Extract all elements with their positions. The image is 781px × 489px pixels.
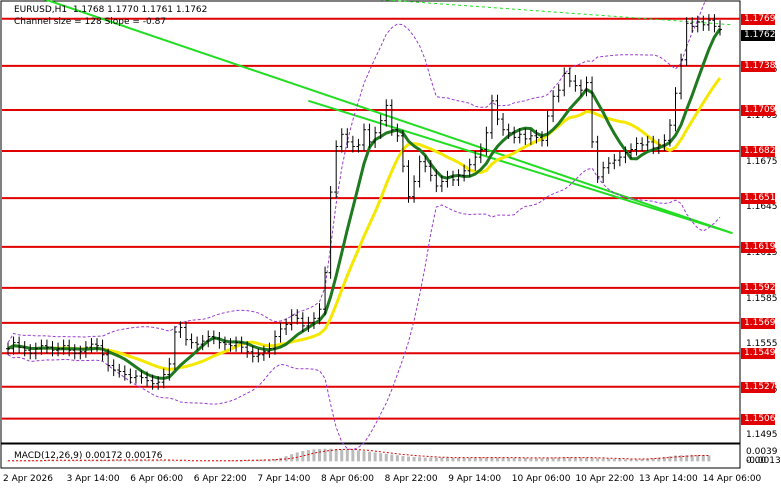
time-label: 9 Apr 14:00 xyxy=(448,474,502,484)
upper-band xyxy=(7,0,707,343)
time-label: 10 Apr 22:00 xyxy=(575,474,635,484)
time-label: 6 Apr 06:00 xyxy=(130,474,184,484)
time-label: 7 Apr 14:00 xyxy=(257,474,311,484)
price-level-tag: 1.1762 xyxy=(741,30,776,41)
price-level-tag: 1.1619 xyxy=(741,241,776,253)
price-tick-label: 1.1705 xyxy=(746,111,778,122)
time-label: 8 Apr 22:00 xyxy=(384,474,438,484)
lower-band xyxy=(7,167,721,451)
price-level-tag: 1.1709 xyxy=(741,104,776,116)
price-tick-label: 1.1495 xyxy=(746,430,778,441)
macd-label: MACD(12,26,9) 0.00172 0.00176 xyxy=(14,451,163,461)
symbol-info: EURUSD,H1 1.1768 1.1770 1.1761 1.1762 xyxy=(14,5,208,15)
time-label: 8 Apr 06:00 xyxy=(321,474,374,484)
macd-tick-label: 0.00 xyxy=(746,456,767,467)
time-label: 2 Apr 2026 xyxy=(3,474,53,484)
channel-line-0 xyxy=(43,0,733,235)
macd-tick-label: -0.00135 xyxy=(746,456,781,466)
price-tick-label: 1.1585 xyxy=(746,293,778,304)
ma-fast-line xyxy=(7,28,722,380)
macd-signal-line xyxy=(8,448,709,462)
price-level-tag: 1.1738 xyxy=(741,60,776,72)
main-pane-border xyxy=(0,0,741,444)
channel-line-1 xyxy=(308,99,733,235)
time-label: 13 Apr 14:00 xyxy=(639,474,698,484)
price-level-tag: 1.1506 xyxy=(741,413,776,425)
price-tick-label: 1.1645 xyxy=(746,202,778,213)
channel-line-2 xyxy=(379,0,733,26)
price-level-tag: 1.1569 xyxy=(741,317,776,329)
price-level-tag: 1.1549 xyxy=(741,348,776,360)
price-tick-label: 1.1555 xyxy=(746,339,778,350)
time-label: 3 Apr 14:00 xyxy=(66,474,120,484)
price-tick-label: 1.1675 xyxy=(746,156,778,167)
time-label: 10 Apr 06:00 xyxy=(511,474,571,484)
channel-info: Channel size = 128 Slope = -0.87 xyxy=(14,17,167,27)
price-tick-label: 1.1615 xyxy=(746,247,778,258)
macd-pane-border xyxy=(0,443,741,469)
macd-tick-label: 0.0039 xyxy=(746,447,778,457)
price-level-tag: 1.1592 xyxy=(741,282,776,294)
ma-slow-line xyxy=(7,77,722,372)
price-level-tag: 1.1527 xyxy=(741,381,776,393)
price-level-tag: 1.1769 xyxy=(741,13,776,25)
price-level-tag: 1.1651 xyxy=(741,193,776,205)
time-label: 6 Apr 22:00 xyxy=(193,474,247,484)
price-level-tag: 1.1682 xyxy=(741,146,776,158)
time-label: 14 Apr 06:00 xyxy=(702,474,762,484)
